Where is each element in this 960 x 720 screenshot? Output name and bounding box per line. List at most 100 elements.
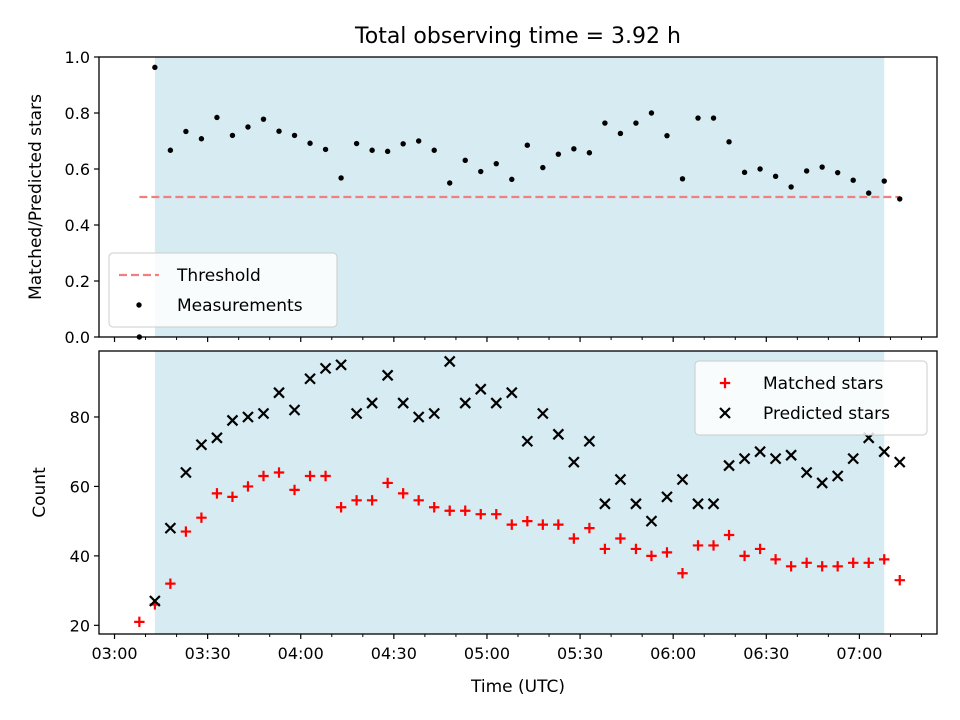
data-point [257, 407, 270, 420]
data-point [227, 491, 238, 503]
data-point [431, 147, 437, 153]
data-point [754, 543, 766, 555]
data-point [571, 146, 577, 152]
data-point [723, 529, 735, 541]
data-point [615, 533, 626, 544]
data-point [723, 459, 735, 472]
data-point [692, 498, 704, 510]
data-point [366, 495, 378, 506]
series-matched-stars [134, 467, 905, 628]
data-point [319, 362, 332, 375]
data-point [661, 491, 673, 503]
data-point [229, 132, 236, 139]
data-point [412, 411, 425, 423]
data-point [881, 178, 887, 184]
y-tick-label: 0.0 [65, 328, 90, 347]
data-point [785, 449, 797, 461]
data-point [428, 407, 440, 420]
data-point [164, 522, 177, 534]
data-point [785, 561, 797, 572]
data-point [863, 557, 874, 569]
data-point [630, 498, 642, 510]
data-point [583, 435, 596, 448]
data-point [614, 473, 627, 486]
data-point [245, 124, 251, 130]
x-tick-label: 07:00 [836, 644, 882, 663]
data-point [198, 136, 205, 142]
legend: Matched stars Predicted stars [694, 360, 928, 436]
data-point [397, 397, 409, 409]
data-point [878, 445, 891, 458]
data-point [462, 157, 468, 164]
legend-label: Measurements [177, 296, 303, 316]
data-point [165, 578, 176, 589]
data-point [335, 359, 347, 371]
data-point [382, 477, 393, 489]
counts-panel: 03:00 03:30 04:00 04:30 05:00 05:30 06:00 06:30… [30, 350, 938, 663]
data-point [726, 139, 732, 145]
data-point [710, 115, 717, 121]
y-tick-label: 1.0 [65, 48, 90, 67]
data-point [769, 452, 782, 465]
data-point [493, 160, 499, 167]
data-point [847, 452, 859, 465]
data-point [273, 386, 285, 399]
y-axis-label: Matched/Predicted stars [26, 94, 46, 300]
data-point [800, 466, 813, 479]
data-point [242, 481, 254, 492]
data-point [850, 177, 856, 183]
data-point [506, 519, 517, 530]
x-tick-label: 05:00 [464, 644, 510, 663]
data-point [695, 115, 701, 121]
series-predicted-stars [149, 355, 906, 607]
data-point [304, 373, 316, 385]
x-tick-label: 03:30 [185, 644, 231, 663]
data-point [459, 397, 472, 409]
data-point [384, 148, 391, 155]
x-tick-label: 03:00 [91, 644, 137, 663]
data-point [617, 130, 624, 137]
data-point [645, 515, 658, 527]
y-tick-label: 60 [70, 477, 90, 496]
data-point [152, 64, 158, 71]
data-point [291, 132, 298, 139]
data-point [183, 128, 189, 135]
data-point [754, 445, 766, 458]
data-point [801, 557, 812, 569]
x-tick-label: 04:00 [278, 644, 324, 663]
data-point [602, 120, 608, 126]
data-point [555, 151, 562, 157]
data-point [661, 547, 673, 558]
data-point [537, 407, 549, 420]
data-point [848, 557, 859, 569]
data-point [707, 498, 720, 510]
data-point [692, 540, 704, 551]
data-point [443, 355, 456, 368]
data-point [816, 477, 828, 489]
y-axis-label: Count [30, 467, 50, 518]
data-point [491, 509, 502, 520]
data-point [739, 550, 750, 562]
data-point [478, 168, 484, 175]
data-point [599, 543, 611, 555]
data-point [894, 574, 905, 586]
data-point [475, 509, 486, 520]
chart-title: Total observing time = 3.92 h [354, 24, 681, 49]
data-point [474, 383, 487, 395]
data-point [167, 147, 174, 153]
data-point [397, 488, 409, 499]
data-point [738, 452, 751, 465]
series-measurements [136, 64, 903, 340]
data-point [276, 128, 282, 134]
data-point [273, 467, 285, 478]
y-tick-label: 40 [70, 547, 90, 566]
legend-box [694, 360, 928, 436]
data-point [893, 456, 906, 468]
data-point [586, 150, 593, 156]
data-point [584, 522, 595, 534]
data-point [447, 180, 453, 186]
data-point [803, 168, 810, 174]
data-point [444, 505, 455, 516]
data-point [180, 526, 192, 537]
data-point [552, 428, 565, 441]
